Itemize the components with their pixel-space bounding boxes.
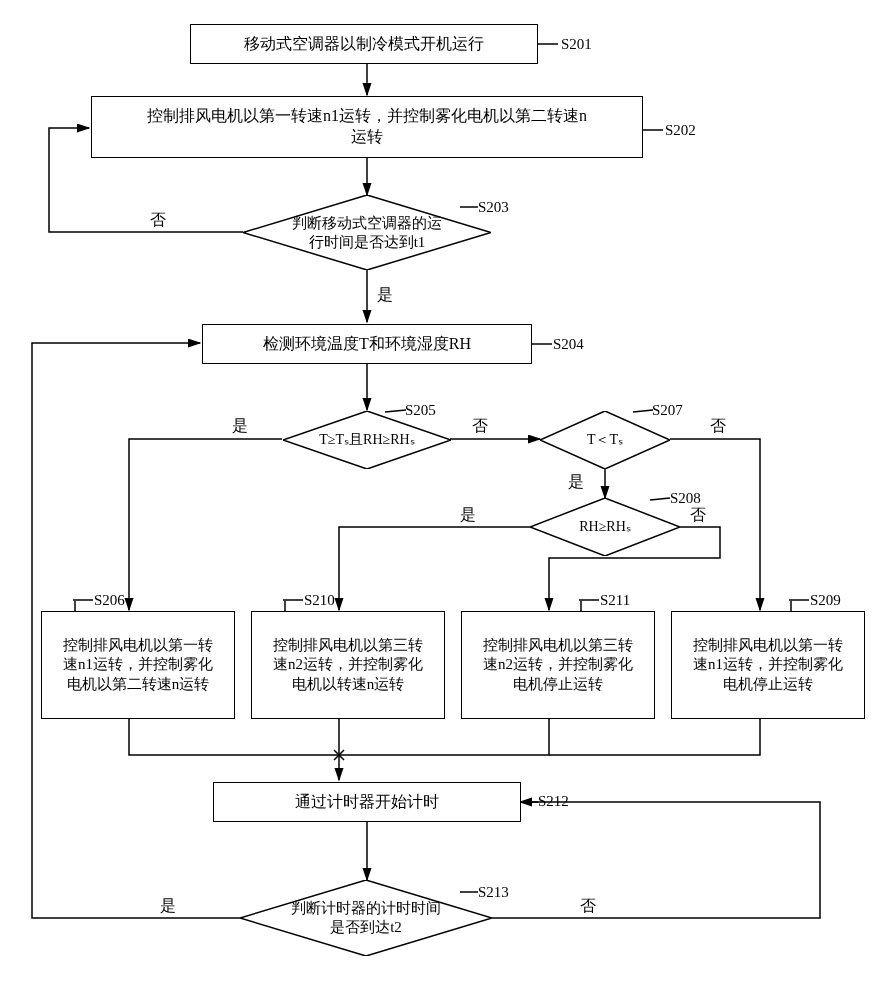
- svg-line-9: [385, 410, 406, 412]
- svg-line-11: [650, 498, 670, 500]
- svg-line-10: [633, 410, 653, 412]
